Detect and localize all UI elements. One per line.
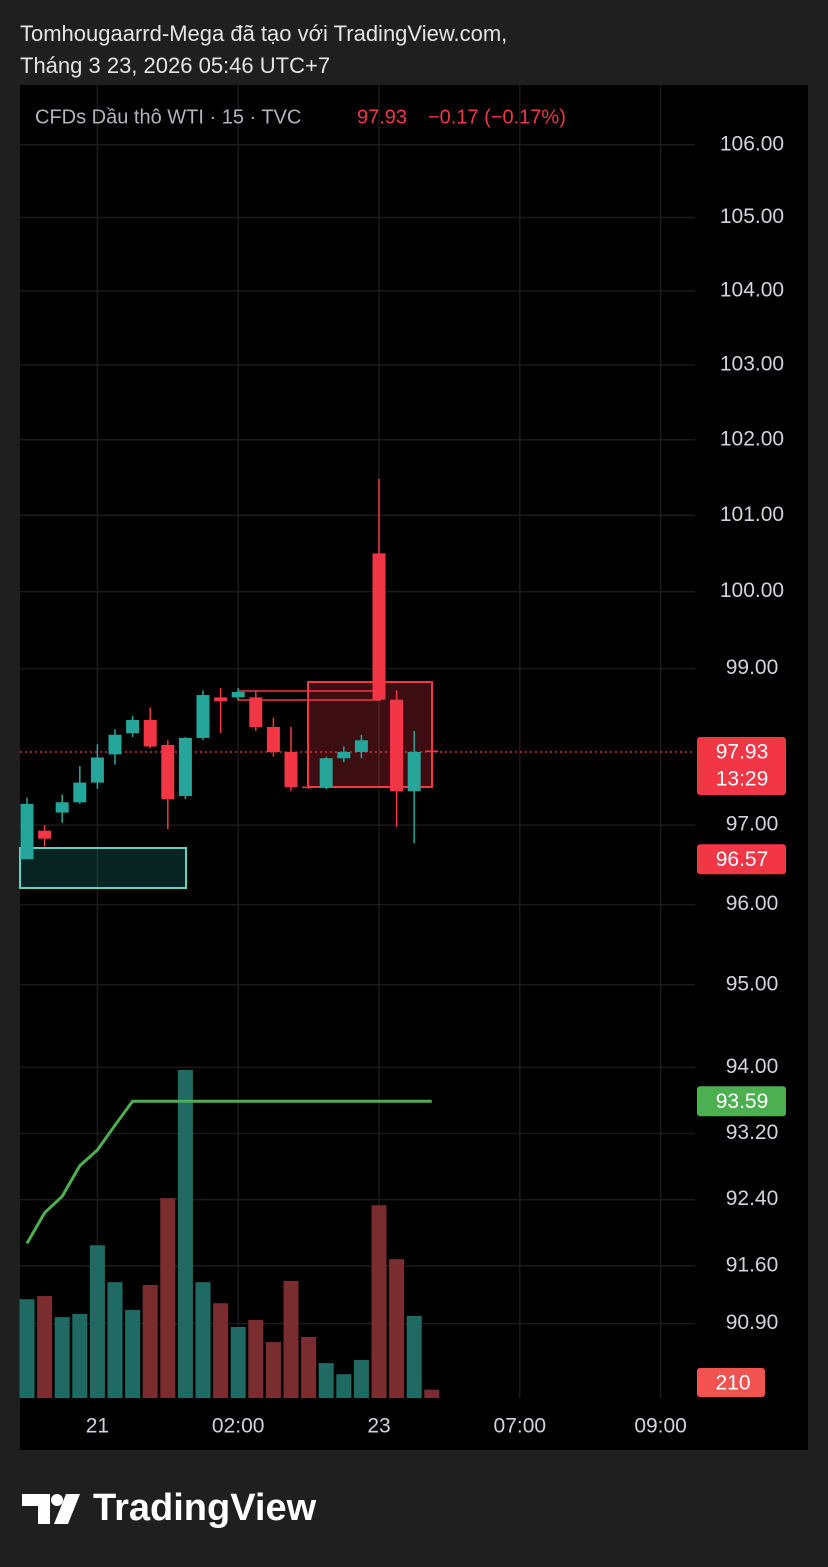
x-tick-label: 02:00 [212, 1415, 265, 1438]
last-price-box [697, 736, 786, 795]
candle-body [319, 758, 333, 788]
volume-bar [301, 1336, 317, 1398]
indicator-tick-label: 91.60 [726, 1253, 779, 1276]
indicator-line [25, 1099, 432, 1245]
y-tick-label: 106.00 [720, 132, 784, 155]
volume-bar [371, 1205, 387, 1398]
logo-dot [51, 1494, 63, 1506]
volume-bar [19, 1299, 35, 1398]
date-line: Tháng 3 23, 2026 05:46 UTC+7 [20, 53, 330, 78]
y-tick-label: 105.00 [720, 205, 784, 228]
candle-body [108, 734, 122, 755]
x-tick-label: 09:00 [634, 1415, 687, 1438]
volume-bar [265, 1342, 281, 1398]
volume-bar [248, 1319, 264, 1398]
candle-body [337, 751, 351, 759]
logo-slash [54, 1494, 80, 1524]
y-tick-label: 102.00 [720, 427, 784, 450]
candle-body [284, 751, 298, 788]
indicator-value-box [697, 1086, 786, 1117]
candle-body [196, 695, 210, 738]
candle-body [425, 750, 439, 752]
candle-body [390, 699, 404, 792]
volume-bar [336, 1374, 352, 1398]
indicator-tick-label: 92.40 [726, 1187, 779, 1210]
y-tick-label: 99.00 [726, 656, 779, 679]
candle-body [214, 697, 228, 702]
volume-value-box [697, 1368, 765, 1397]
candle-body [143, 719, 157, 747]
candle-body [126, 719, 140, 734]
y-tick-label: 104.00 [720, 278, 784, 301]
volume-bar [230, 1327, 246, 1398]
candle-body [302, 786, 316, 789]
candle-body [55, 802, 69, 813]
candle-body [178, 737, 192, 796]
candle-body [20, 803, 34, 860]
volume-bar [125, 1309, 141, 1398]
price: 97.93 [357, 106, 407, 128]
indicator-tick-label: 93.20 [726, 1121, 779, 1144]
candle-body [249, 697, 263, 727]
indicator-tick-label: 90.90 [726, 1311, 779, 1334]
volume-bar [283, 1280, 299, 1398]
volume-bar [177, 1069, 193, 1398]
x-tick-label: 07:00 [494, 1415, 547, 1438]
x-tick-label: 23 [367, 1415, 390, 1438]
y-tick-label: 97.00 [726, 813, 779, 836]
candle-body [266, 726, 280, 752]
volume-bar [72, 1313, 88, 1398]
y-tick-label: 96.00 [726, 892, 779, 915]
marker-price-box [697, 844, 786, 875]
indicator-value-label: 93.59 [716, 1090, 769, 1113]
y-tick-label: 95.00 [726, 972, 779, 995]
logo-mark [22, 1494, 50, 1524]
volume-bar [54, 1317, 70, 1398]
volume-bar [195, 1282, 211, 1398]
axes: 95.00 96.00 97.00 99.00 100.00 101.00 102.00 10… [86, 132, 786, 1438]
volume-bar [107, 1282, 123, 1398]
volume-bar [213, 1303, 229, 1398]
candle-body [161, 744, 175, 800]
change: −0.17 (−0.17%) [428, 106, 566, 128]
candle-body [73, 782, 87, 803]
candle-body [354, 740, 368, 752]
volume-bar [160, 1198, 176, 1398]
author-line: Tomhougaarrd-Mega đã tạo với TradingView… [20, 21, 507, 46]
volume-bar [37, 1296, 53, 1398]
last-price-label: 97.93 [716, 741, 769, 764]
symbol: CFDs Dầu thô WTI · 15 · TVC [35, 106, 301, 128]
volume-bar [406, 1315, 422, 1398]
volume-bar [89, 1245, 105, 1398]
y-tick-label: 100.00 [720, 579, 784, 602]
brand: TradingView [93, 1487, 317, 1529]
candle-body [38, 830, 52, 839]
volume-bar [424, 1389, 440, 1398]
volume-value-label: 210 [715, 1372, 750, 1395]
volume-bar [389, 1259, 405, 1398]
candle-body [90, 757, 104, 783]
demand-zone [19, 847, 187, 889]
y-tick-label: 103.00 [720, 352, 784, 375]
grid [20, 85, 695, 1398]
indicator-tick-label: 94.00 [726, 1055, 779, 1078]
candle-body [372, 553, 386, 700]
volume-bar [142, 1284, 158, 1398]
logo: TradingView [22, 1487, 317, 1529]
candle-body [231, 691, 245, 698]
volume-bar [318, 1363, 334, 1398]
countdown: 13:29 [716, 768, 769, 791]
x-tick-label: 21 [86, 1415, 109, 1438]
volume-bar [353, 1359, 369, 1398]
plot [19, 478, 695, 1398]
y-tick-label: 101.00 [720, 503, 784, 526]
marker-price-label: 96.57 [716, 848, 769, 871]
candle-body [407, 751, 421, 792]
